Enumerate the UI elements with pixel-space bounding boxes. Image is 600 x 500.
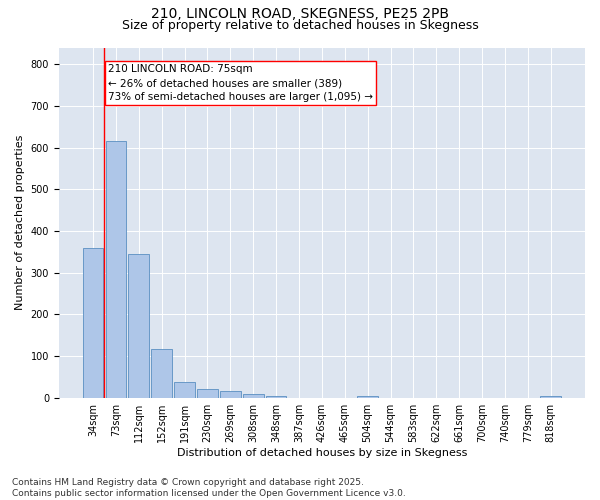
- Bar: [128, 254, 149, 398]
- Text: 210, LINCOLN ROAD, SKEGNESS, PE25 2PB: 210, LINCOLN ROAD, SKEGNESS, PE25 2PB: [151, 8, 449, 22]
- Bar: [541, 396, 561, 398]
- Text: Size of property relative to detached houses in Skegness: Size of property relative to detached ho…: [122, 19, 478, 32]
- Bar: [197, 390, 218, 398]
- Text: Contains HM Land Registry data © Crown copyright and database right 2025.
Contai: Contains HM Land Registry data © Crown c…: [12, 478, 406, 498]
- Bar: [358, 396, 378, 398]
- Bar: [83, 248, 103, 398]
- Bar: [220, 392, 241, 398]
- Text: 210 LINCOLN ROAD: 75sqm
← 26% of detached houses are smaller (389)
73% of semi-d: 210 LINCOLN ROAD: 75sqm ← 26% of detache…: [108, 64, 373, 102]
- X-axis label: Distribution of detached houses by size in Skegness: Distribution of detached houses by size …: [177, 448, 467, 458]
- Bar: [174, 382, 195, 398]
- Bar: [243, 394, 263, 398]
- Y-axis label: Number of detached properties: Number of detached properties: [15, 135, 25, 310]
- Bar: [151, 348, 172, 398]
- Bar: [266, 396, 286, 398]
- Bar: [106, 142, 126, 398]
